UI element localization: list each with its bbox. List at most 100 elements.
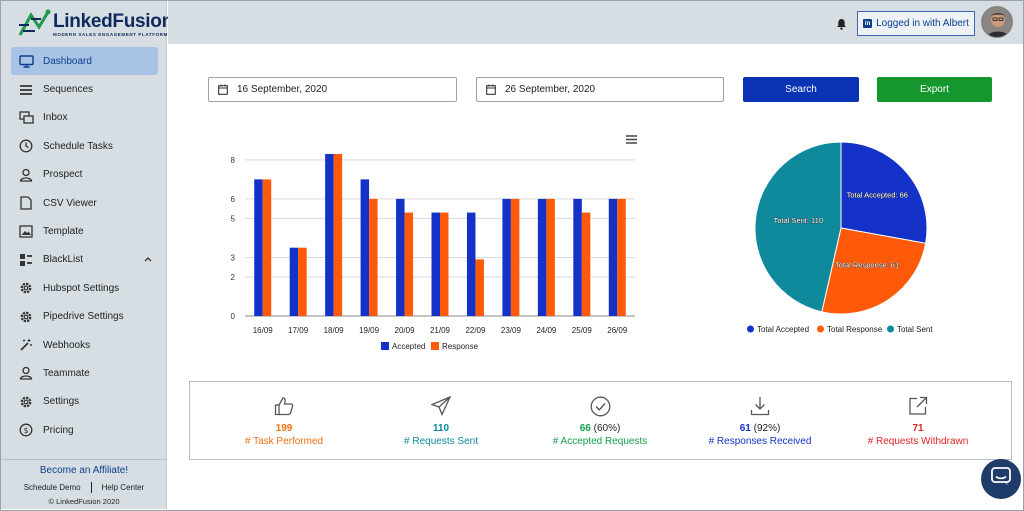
sidebar-item-schedule-tasks[interactable]: Schedule Tasks [11, 132, 158, 160]
dollar-icon: $ [18, 422, 34, 438]
copyright: © LinkedFusion 2020 [1, 497, 167, 506]
pie-data-label: Total Accepted: 66 [847, 191, 908, 200]
bar-response[interactable] [582, 213, 591, 316]
sidebar-item-label: Pricing [43, 425, 74, 436]
stat-label: # Accepted Requests [520, 436, 680, 447]
stat-responses-received: 61 (92%) # Responses Received [680, 382, 840, 447]
sidebar-item-inbox[interactable]: Inbox [11, 104, 158, 132]
stat-requests-withdrawn: 71 # Requests Withdrawn [838, 382, 998, 447]
sidebar-item-label: Teammate [43, 368, 90, 379]
x-tick-label: 19/09 [359, 326, 380, 335]
linkedin-icon: in [863, 19, 872, 28]
sidebar-item-template[interactable]: Template [11, 217, 158, 245]
stat-accepted-requests: 66 (60%) # Accepted Requests [520, 382, 680, 447]
svg-text:$: $ [23, 426, 28, 435]
stat-value: 199 [204, 423, 364, 434]
bar-response[interactable] [405, 213, 414, 316]
legend-swatch [887, 326, 894, 333]
pie-data-label: Total Sent: 110 [774, 216, 823, 225]
divider [91, 482, 92, 493]
calendar-icon [218, 84, 228, 95]
avatar[interactable] [981, 6, 1013, 38]
stat-value: 110 [361, 423, 521, 434]
bar-accepted[interactable] [502, 199, 511, 316]
x-tick-label: 23/09 [501, 326, 522, 335]
x-tick-label: 18/09 [324, 326, 345, 335]
download-icon [680, 396, 840, 418]
legend-label[interactable]: Total Sent [897, 325, 933, 334]
legend-swatch [381, 342, 389, 350]
help-center-link[interactable]: Help Center [102, 483, 145, 492]
legend-label[interactable]: Accepted [392, 342, 425, 351]
x-tick-label: 16/09 [253, 326, 274, 335]
check-circle-icon [520, 396, 680, 418]
sidebar-item-pipedrive-settings[interactable]: Pipedrive Settings [11, 303, 158, 331]
bar-accepted[interactable] [290, 248, 299, 316]
stat-percentage: (60%) [594, 423, 621, 434]
bell-icon[interactable] [836, 17, 847, 35]
affiliate-link[interactable]: Become an Affiliate! [1, 465, 167, 476]
export-button[interactable]: Export [877, 77, 992, 102]
bar-accepted[interactable] [254, 179, 263, 316]
sidebar-item-pricing[interactable]: $ Pricing [11, 416, 158, 444]
bar-response[interactable] [334, 154, 343, 316]
bar-accepted[interactable] [432, 213, 441, 316]
bar-response[interactable] [546, 199, 555, 316]
bar-response[interactable] [369, 199, 378, 316]
sidebar-item-teammate[interactable]: Teammate [11, 359, 158, 387]
legend-label[interactable]: Total Response [827, 325, 883, 334]
x-tick-label: 25/09 [572, 326, 593, 335]
pie-slice[interactable] [755, 142, 841, 312]
legend-swatch [431, 342, 439, 350]
bar-response[interactable] [475, 259, 484, 316]
logo[interactable]: LinkedFusion MODERN SALES ENGAGEMENT PLA… [17, 7, 173, 41]
sidebar-item-label: Hubspot Settings [43, 283, 119, 294]
user-icon [18, 167, 34, 183]
bar-response[interactable] [263, 179, 272, 316]
stat-value: 71 [838, 423, 998, 434]
legend-label[interactable]: Response [442, 342, 479, 351]
sidebar-item-label: BlackList [43, 254, 83, 265]
pie-chart: Total Accepted: 66 Total Response: 61 Tota… [740, 135, 950, 340]
sidebar-item-hubspot-settings[interactable]: Hubspot Settings [11, 274, 158, 302]
legend-swatch [747, 326, 754, 333]
bar-response[interactable] [440, 213, 449, 316]
end-date-input[interactable]: 26 September, 2020 [476, 77, 724, 102]
schedule-demo-link[interactable]: Schedule Demo [24, 483, 81, 492]
chat-widget-button[interactable] [981, 459, 1021, 499]
bar-accepted[interactable] [396, 199, 405, 316]
sidebar-footer: Become an Affiliate! Schedule Demo Help … [1, 459, 167, 509]
sidebar-item-label: Sequences [43, 84, 93, 95]
end-date-value: 26 September, 2020 [505, 84, 595, 95]
sidebar-item-prospect[interactable]: Prospect [11, 161, 158, 189]
bar-response[interactable] [511, 199, 519, 316]
logged-in-button[interactable]: in Logged in with Albert [857, 11, 975, 36]
logo-icon [17, 9, 51, 39]
sidebar-item-blacklist[interactable]: BlackList [11, 246, 158, 274]
x-tick-label: 24/09 [536, 326, 557, 335]
sidebar-item-webhooks[interactable]: Webhooks [11, 331, 158, 359]
legend-label[interactable]: Total Accepted [757, 325, 809, 334]
start-date-input[interactable]: 16 September, 2020 [208, 77, 457, 102]
sidebar-item-label: Pipedrive Settings [43, 311, 124, 322]
bar-response[interactable] [298, 248, 307, 316]
magic-wand-icon [18, 337, 34, 353]
bar-accepted[interactable] [609, 199, 618, 316]
external-link-icon [838, 396, 998, 418]
chevron-up-icon[interactable] [144, 254, 152, 265]
chat-icon [991, 467, 1011, 491]
bar-accepted[interactable] [573, 199, 582, 316]
logged-in-label: Logged in with Albert [876, 18, 969, 29]
search-button[interactable]: Search [743, 77, 859, 102]
bar-accepted[interactable] [361, 179, 370, 316]
monitor-icon [18, 53, 34, 69]
bar-accepted[interactable] [325, 154, 334, 316]
bar-response[interactable] [617, 199, 626, 316]
bar-accepted[interactable] [538, 199, 547, 316]
brand-tagline: MODERN SALES ENGAGEMENT PLATFORM [53, 32, 173, 37]
bar-accepted[interactable] [467, 213, 476, 316]
sidebar-item-settings[interactable]: Settings [11, 388, 158, 416]
sidebar-item-sequences[interactable]: Sequences [11, 75, 158, 103]
sidebar-item-csv-viewer[interactable]: CSV Viewer [11, 189, 158, 217]
sidebar-item-dashboard[interactable]: Dashboard [11, 47, 158, 75]
